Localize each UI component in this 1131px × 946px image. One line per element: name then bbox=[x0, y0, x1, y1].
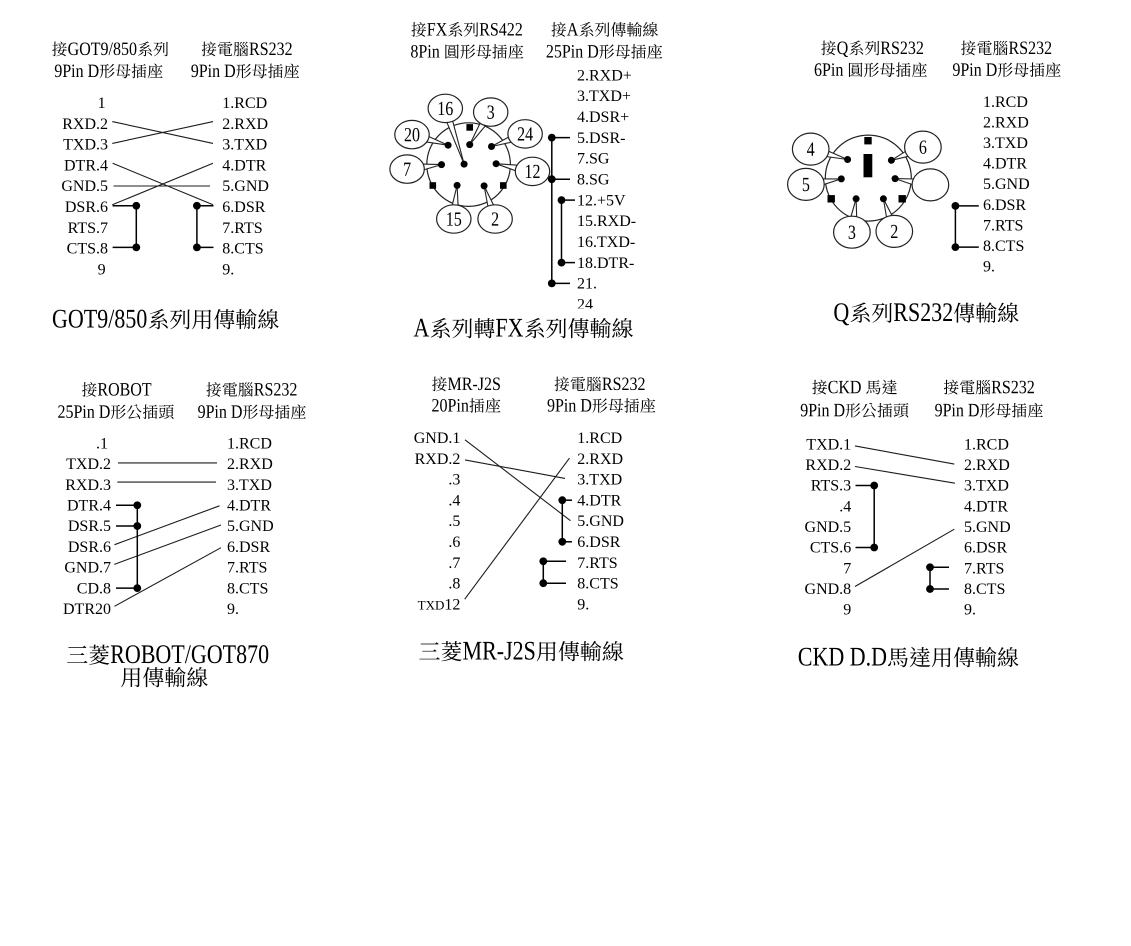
svg-text:4.DTR: 4.DTR bbox=[983, 156, 1027, 173]
svg-text:7.RTS: 7.RTS bbox=[222, 220, 262, 237]
svg-text:8.CTS: 8.CTS bbox=[983, 238, 1024, 255]
svg-text:1.RCD: 1.RCD bbox=[227, 435, 272, 452]
svg-text:.1: .1 bbox=[96, 435, 108, 452]
svg-text:16.TXD-: 16.TXD- bbox=[577, 234, 635, 251]
svg-text:2.RXD: 2.RXD bbox=[577, 451, 623, 468]
svg-text:RXD.2: RXD.2 bbox=[805, 457, 851, 474]
svg-text:3.TXD: 3.TXD bbox=[577, 472, 622, 489]
svg-text:9: 9 bbox=[98, 261, 106, 278]
svg-text:9.: 9. bbox=[577, 596, 589, 613]
svg-text:2.RXD: 2.RXD bbox=[222, 116, 268, 133]
svg-text:6.DSR: 6.DSR bbox=[577, 534, 620, 551]
svg-text:9.: 9. bbox=[227, 601, 239, 618]
svg-text:TXD.1: TXD.1 bbox=[806, 436, 851, 453]
svg-text:DSR.5: DSR.5 bbox=[68, 518, 111, 535]
svg-text:8.SG: 8.SG bbox=[577, 171, 610, 188]
svg-text:GND.1: GND.1 bbox=[414, 430, 461, 447]
svg-text:1.RCD: 1.RCD bbox=[222, 95, 267, 112]
svg-text:DTR.4: DTR.4 bbox=[64, 157, 108, 174]
svg-text:7.RTS: 7.RTS bbox=[227, 560, 267, 577]
svg-text:6.DSR: 6.DSR bbox=[227, 539, 270, 556]
svg-text:8.CTS: 8.CTS bbox=[964, 581, 1005, 598]
svg-text:5.GND: 5.GND bbox=[964, 519, 1011, 536]
svg-text:4.DTR: 4.DTR bbox=[222, 157, 266, 174]
svg-text:3.TXD+: 3.TXD+ bbox=[577, 88, 631, 105]
svg-text:.8: .8 bbox=[448, 576, 460, 593]
svg-text:3.TXD: 3.TXD bbox=[222, 137, 267, 154]
svg-text:GND.7: GND.7 bbox=[64, 560, 111, 577]
svg-text:.5: .5 bbox=[448, 513, 460, 530]
svg-text:9: 9 bbox=[843, 602, 851, 619]
svg-text:.6: .6 bbox=[448, 534, 460, 551]
svg-text:GND.8: GND.8 bbox=[805, 581, 852, 598]
svg-text:RXD.3: RXD.3 bbox=[65, 477, 111, 494]
svg-text:.3: .3 bbox=[448, 472, 460, 489]
svg-text:1: 1 bbox=[98, 95, 106, 112]
svg-text:1.RCD: 1.RCD bbox=[983, 94, 1028, 111]
svg-text:4.DTR: 4.DTR bbox=[227, 498, 271, 515]
svg-text:RTS.7: RTS.7 bbox=[68, 220, 108, 237]
svg-text:7.RTS: 7.RTS bbox=[983, 217, 1023, 234]
svg-text:.4: .4 bbox=[448, 492, 460, 509]
svg-text:7.SG: 7.SG bbox=[577, 151, 610, 168]
svg-text:CD.8: CD.8 bbox=[77, 580, 111, 597]
svg-text:.4: .4 bbox=[839, 498, 851, 515]
svg-text:8.CTS: 8.CTS bbox=[577, 576, 618, 593]
svg-text:2.RXD: 2.RXD bbox=[964, 457, 1010, 474]
svg-text:4.DSR+: 4.DSR+ bbox=[577, 109, 629, 126]
svg-text:18.DTR-: 18.DTR- bbox=[577, 255, 634, 272]
svg-text:1.RCD: 1.RCD bbox=[577, 430, 622, 447]
svg-text:8.CTS: 8.CTS bbox=[222, 241, 263, 258]
svg-text:6.DSR: 6.DSR bbox=[222, 199, 265, 216]
svg-text:TXD12: TXD12 bbox=[418, 596, 461, 613]
svg-text:2.RXD: 2.RXD bbox=[227, 456, 273, 473]
svg-text:5.GND: 5.GND bbox=[577, 513, 624, 530]
svg-text:6.DSR: 6.DSR bbox=[983, 197, 1026, 214]
svg-text:CTS.6: CTS.6 bbox=[810, 540, 851, 557]
svg-text:RTS.3: RTS.3 bbox=[811, 478, 851, 495]
svg-text:CTS.8: CTS.8 bbox=[67, 241, 108, 258]
svg-text:7.RTS: 7.RTS bbox=[577, 555, 617, 572]
svg-text:TXD.3: TXD.3 bbox=[63, 137, 108, 154]
svg-text:9.: 9. bbox=[983, 259, 995, 276]
svg-text:6.DSR: 6.DSR bbox=[964, 540, 1007, 557]
svg-text:GND.5: GND.5 bbox=[805, 519, 852, 536]
svg-text:GND.5: GND.5 bbox=[61, 178, 108, 195]
svg-text:2.RXD+: 2.RXD+ bbox=[577, 67, 632, 84]
svg-text:9.: 9. bbox=[222, 261, 234, 278]
svg-text:3.TXD: 3.TXD bbox=[964, 478, 1009, 495]
svg-text:5.GND: 5.GND bbox=[227, 518, 274, 535]
svg-text:9.: 9. bbox=[964, 602, 976, 619]
svg-text:DSR.6: DSR.6 bbox=[65, 199, 108, 216]
svg-text:12.+5V: 12.+5V bbox=[577, 192, 626, 209]
svg-text:1.RCD: 1.RCD bbox=[964, 436, 1009, 453]
svg-text:4.DTR: 4.DTR bbox=[577, 492, 621, 509]
svg-text:RXD.2: RXD.2 bbox=[62, 116, 108, 133]
svg-text:3.TXD: 3.TXD bbox=[227, 477, 272, 494]
svg-text:21.: 21. bbox=[577, 276, 597, 293]
svg-text:15.RXD-: 15.RXD- bbox=[577, 213, 636, 230]
svg-text:3.TXD: 3.TXD bbox=[983, 135, 1028, 152]
svg-text:7: 7 bbox=[843, 560, 851, 577]
svg-text:TXD.2: TXD.2 bbox=[66, 456, 111, 473]
svg-text:DSR.6: DSR.6 bbox=[68, 539, 111, 556]
svg-text:DTR.4: DTR.4 bbox=[67, 498, 111, 515]
svg-text:24: 24 bbox=[577, 296, 593, 313]
svg-text:5.GND: 5.GND bbox=[983, 176, 1030, 193]
svg-text:5.GND: 5.GND bbox=[222, 178, 269, 195]
svg-text:5.DSR-: 5.DSR- bbox=[577, 130, 625, 147]
svg-text:2.RXD: 2.RXD bbox=[983, 114, 1029, 131]
svg-text:7.RTS: 7.RTS bbox=[964, 560, 1004, 577]
svg-text:RXD.2: RXD.2 bbox=[415, 451, 461, 468]
svg-text:DTR20: DTR20 bbox=[63, 601, 111, 618]
svg-text:.7: .7 bbox=[448, 555, 460, 572]
svg-text:4.DTR: 4.DTR bbox=[964, 498, 1008, 515]
svg-text:8.CTS: 8.CTS bbox=[227, 580, 268, 597]
